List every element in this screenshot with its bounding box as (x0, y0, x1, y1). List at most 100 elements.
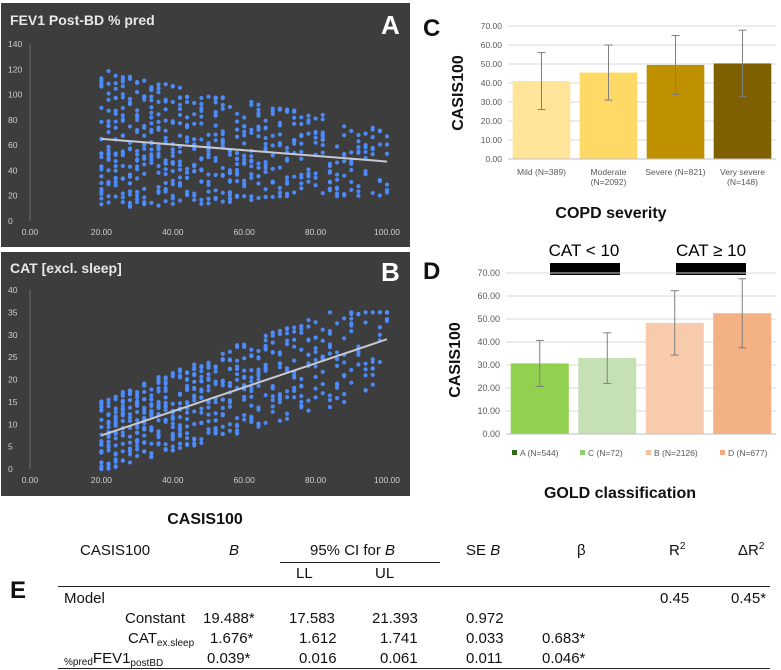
scatter-point (349, 187, 354, 192)
scatter-point (206, 196, 211, 201)
scatter-point (334, 357, 340, 362)
category-label: Severe (N=821) (645, 167, 705, 177)
scatter-point (292, 121, 297, 126)
header-se-b: SE B (466, 542, 500, 559)
scatter-point (113, 423, 118, 428)
scatter-point (327, 163, 332, 169)
scatter-point (249, 159, 254, 164)
x-tick-label: 20.00 (91, 475, 113, 485)
scatter-point (213, 158, 218, 164)
scatter-x-axis-label: CASIS100 (167, 511, 243, 528)
panel-b-letter: B (381, 257, 400, 287)
scatter-point (127, 434, 133, 439)
scatter-point (320, 150, 325, 155)
scatter-point (192, 146, 197, 151)
scatter-point (220, 378, 225, 383)
scatter-point (220, 137, 225, 142)
scatter-point (256, 127, 261, 132)
scatter-point (170, 147, 175, 152)
panel-a: FEV1 Post-BD % pred A 0 20 40 60 80 100 120 140… (1, 3, 410, 247)
scatter-point (220, 141, 225, 146)
scatter-point (284, 395, 290, 400)
scatter-point (149, 127, 154, 132)
scatter-point (377, 128, 382, 133)
scatter-point (327, 397, 332, 403)
scatter-point (349, 167, 354, 173)
scatter-point (313, 140, 318, 145)
scatter-point (242, 115, 247, 120)
y-tick-label: 20.00 (481, 116, 503, 126)
scatter-point (184, 99, 190, 105)
scatter-point (113, 194, 118, 199)
panel-c-plot: 0.00 10.00 20.00 30.00 40.00 50.00 60.00 70.00 M… (481, 21, 776, 187)
scatter-point (277, 185, 282, 190)
scatter-point (199, 420, 204, 425)
scatter-point (206, 405, 211, 410)
row-ul: 21.393 (372, 610, 418, 627)
scatter-point (242, 133, 247, 138)
scatter-point (177, 85, 183, 90)
scatter-point (277, 120, 282, 125)
scatter-point (213, 188, 218, 193)
scatter-point (142, 162, 147, 167)
scatter-point (313, 320, 318, 325)
scatter-point (142, 440, 147, 446)
scatter-point (192, 121, 197, 126)
scatter-point (149, 154, 154, 159)
y-tick-label: 120 (8, 64, 22, 74)
panel-a-title: FEV1 Post-BD % pred (10, 12, 155, 28)
scatter-point (199, 101, 204, 107)
scatter-point (113, 414, 118, 419)
scatter-point (170, 193, 175, 198)
scatter-point (299, 132, 304, 138)
scatter-point (177, 183, 183, 188)
scatter-point (292, 190, 297, 195)
scatter-point (163, 404, 168, 410)
scatter-point (370, 382, 375, 387)
scatter-point (156, 170, 161, 175)
row-label: Constant (125, 610, 186, 627)
panel-b: CAT [excl. sleep] B 0 5 10 15 20 25 30 35 40 0.00… (1, 252, 410, 496)
scatter-point (227, 104, 233, 110)
scatter-point (142, 142, 147, 148)
scatter-point (106, 152, 111, 157)
scatter-point (384, 187, 390, 193)
header-casis100: CASIS100 (80, 542, 151, 559)
scatter-point (299, 149, 304, 154)
scatter-point (163, 400, 168, 405)
scatter-point (106, 424, 111, 430)
scatter-point (149, 403, 154, 408)
scatter-point (177, 167, 183, 172)
scatter-point (149, 410, 154, 415)
y-tick-label: 70.00 (477, 268, 500, 278)
scatter-point (135, 117, 140, 123)
scatter-point (270, 340, 275, 345)
scatter-point (263, 145, 268, 151)
scatter-point (163, 107, 168, 112)
scatter-point (249, 368, 254, 373)
scatter-point (99, 180, 104, 186)
scatter-point (377, 325, 382, 330)
scatter-point (356, 311, 361, 317)
scatter-point (256, 195, 261, 201)
scatter-point (320, 112, 325, 118)
scatter-point (177, 175, 183, 180)
scatter-point (213, 155, 218, 161)
scatter-point (320, 391, 325, 396)
panel-b-background (1, 252, 410, 496)
scatter-point (270, 133, 275, 138)
scatter-point (127, 405, 133, 410)
scatter-point (363, 169, 368, 174)
scatter-point (370, 366, 375, 371)
scatter-point (227, 398, 233, 403)
scatter-point (142, 195, 147, 200)
scatter-point (170, 372, 175, 377)
header-ci: 95% CI for B (310, 542, 395, 559)
scatter-point (192, 373, 197, 378)
scatter-point (349, 367, 354, 373)
scatter-point (249, 172, 254, 177)
scatter-point (199, 137, 204, 142)
row-b: 19.488* (203, 610, 255, 627)
scatter-point (213, 123, 218, 128)
scatter-point (256, 124, 261, 129)
